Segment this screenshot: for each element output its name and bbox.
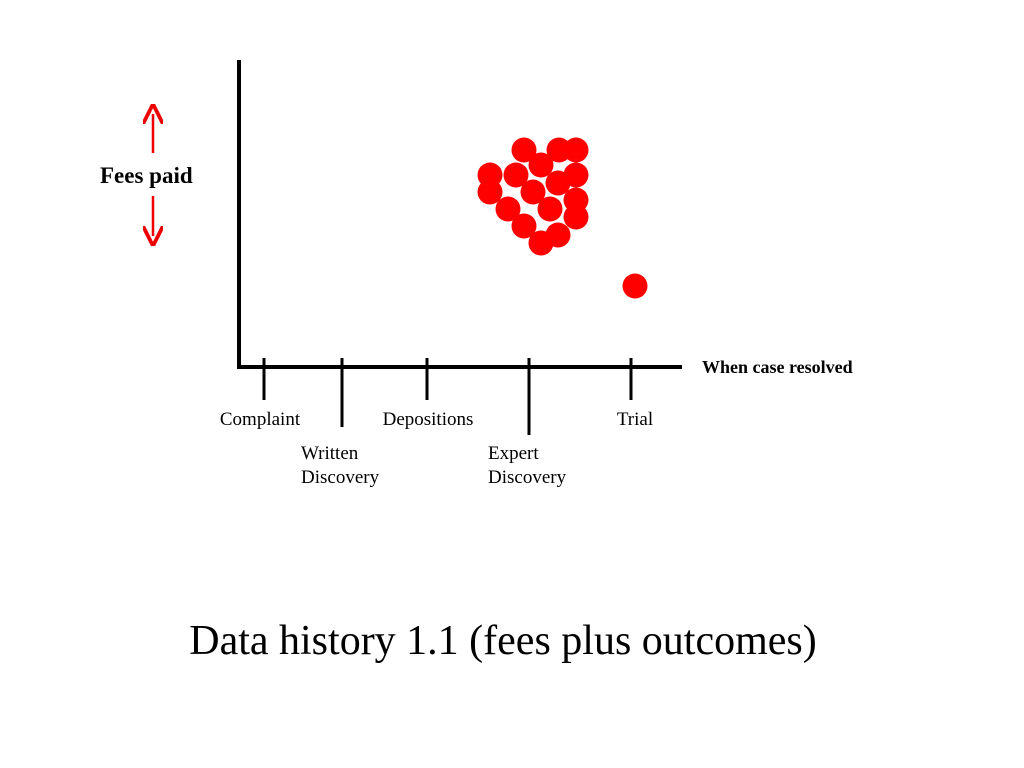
stage-ticks	[262, 358, 633, 435]
case-dot	[520, 179, 546, 205]
case-dot	[495, 196, 521, 222]
case-dot	[511, 213, 537, 239]
case-dot	[563, 137, 589, 163]
stage-label: Complaint	[220, 409, 301, 430]
stage-label: Expert	[488, 443, 539, 464]
case-dot	[511, 137, 537, 163]
case-dot	[537, 196, 563, 222]
cases	[477, 137, 648, 299]
stage-label: Trial	[617, 409, 653, 430]
x-axis-label: When case resolved	[702, 357, 853, 377]
case-dot	[477, 179, 503, 205]
case-dot	[503, 162, 529, 188]
case-dot	[622, 273, 648, 299]
case-dot	[528, 152, 554, 178]
case-dot	[563, 204, 589, 230]
stage-label: Discovery	[301, 467, 380, 488]
case-dot	[545, 170, 571, 196]
stage-label: Discovery	[488, 467, 567, 488]
stage-label: Depositions	[383, 409, 474, 430]
y-axis-label: Fees paid	[100, 163, 193, 188]
case-dot	[528, 230, 554, 256]
slide-title: Data history 1.1 (fees plus outcomes)	[189, 618, 817, 664]
stage-label: Written	[301, 443, 359, 464]
